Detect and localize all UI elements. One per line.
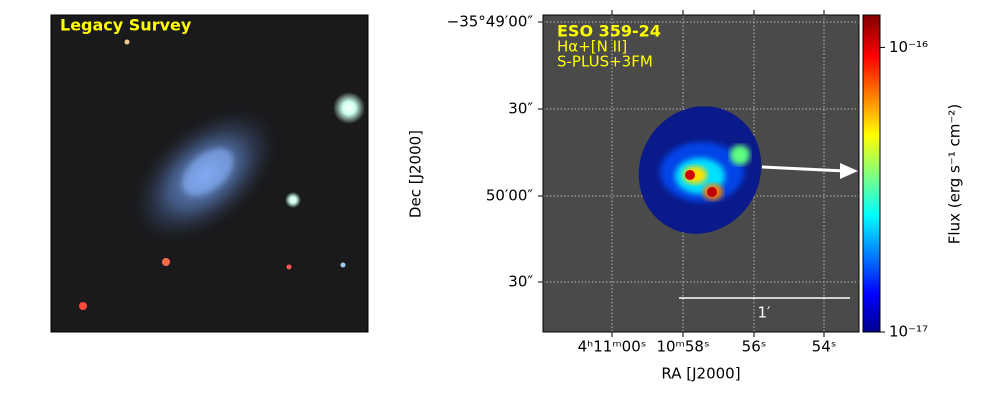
colorbar-tick-label: 10⁻¹⁶ (889, 38, 928, 56)
y-axis-label: Dec [J2000] (407, 130, 425, 218)
x-axis-label: RA [J2000] (661, 365, 740, 383)
colorbar-label: Flux (erg s⁻¹ cm⁻²) (946, 104, 964, 244)
colorbar (862, 14, 881, 333)
emission-map (638, 106, 762, 234)
x-tick-label: 56ˢ (742, 338, 767, 356)
frame (542, 14, 860, 333)
line-label: Hα+[N II] (557, 38, 627, 56)
x-tick-label: 10ᵐ58ˢ (656, 338, 709, 356)
arrow (761, 165, 846, 173)
colorbar-tick-label: 10⁻¹⁷ (889, 323, 928, 341)
y-tick-label: 30″ (508, 273, 533, 291)
scale-bar-label: 1′ (758, 304, 772, 322)
x-tick-label: 4ʰ11ᵐ00ˢ (578, 338, 647, 356)
y-tick-label: 30″ (508, 100, 533, 118)
arrow-head (840, 163, 858, 179)
panel-title: ESO 359-24 (557, 22, 661, 41)
y-tick-label: 50′00″ (486, 187, 534, 205)
galaxy (79, 39, 365, 310)
x-tick-label: 54ˢ (812, 338, 837, 356)
instrument-label: S-PLUS+3FM (557, 53, 653, 71)
y-tick-label: −35°49′00″ (447, 13, 534, 31)
panel-label: Legacy Survey (60, 16, 192, 35)
